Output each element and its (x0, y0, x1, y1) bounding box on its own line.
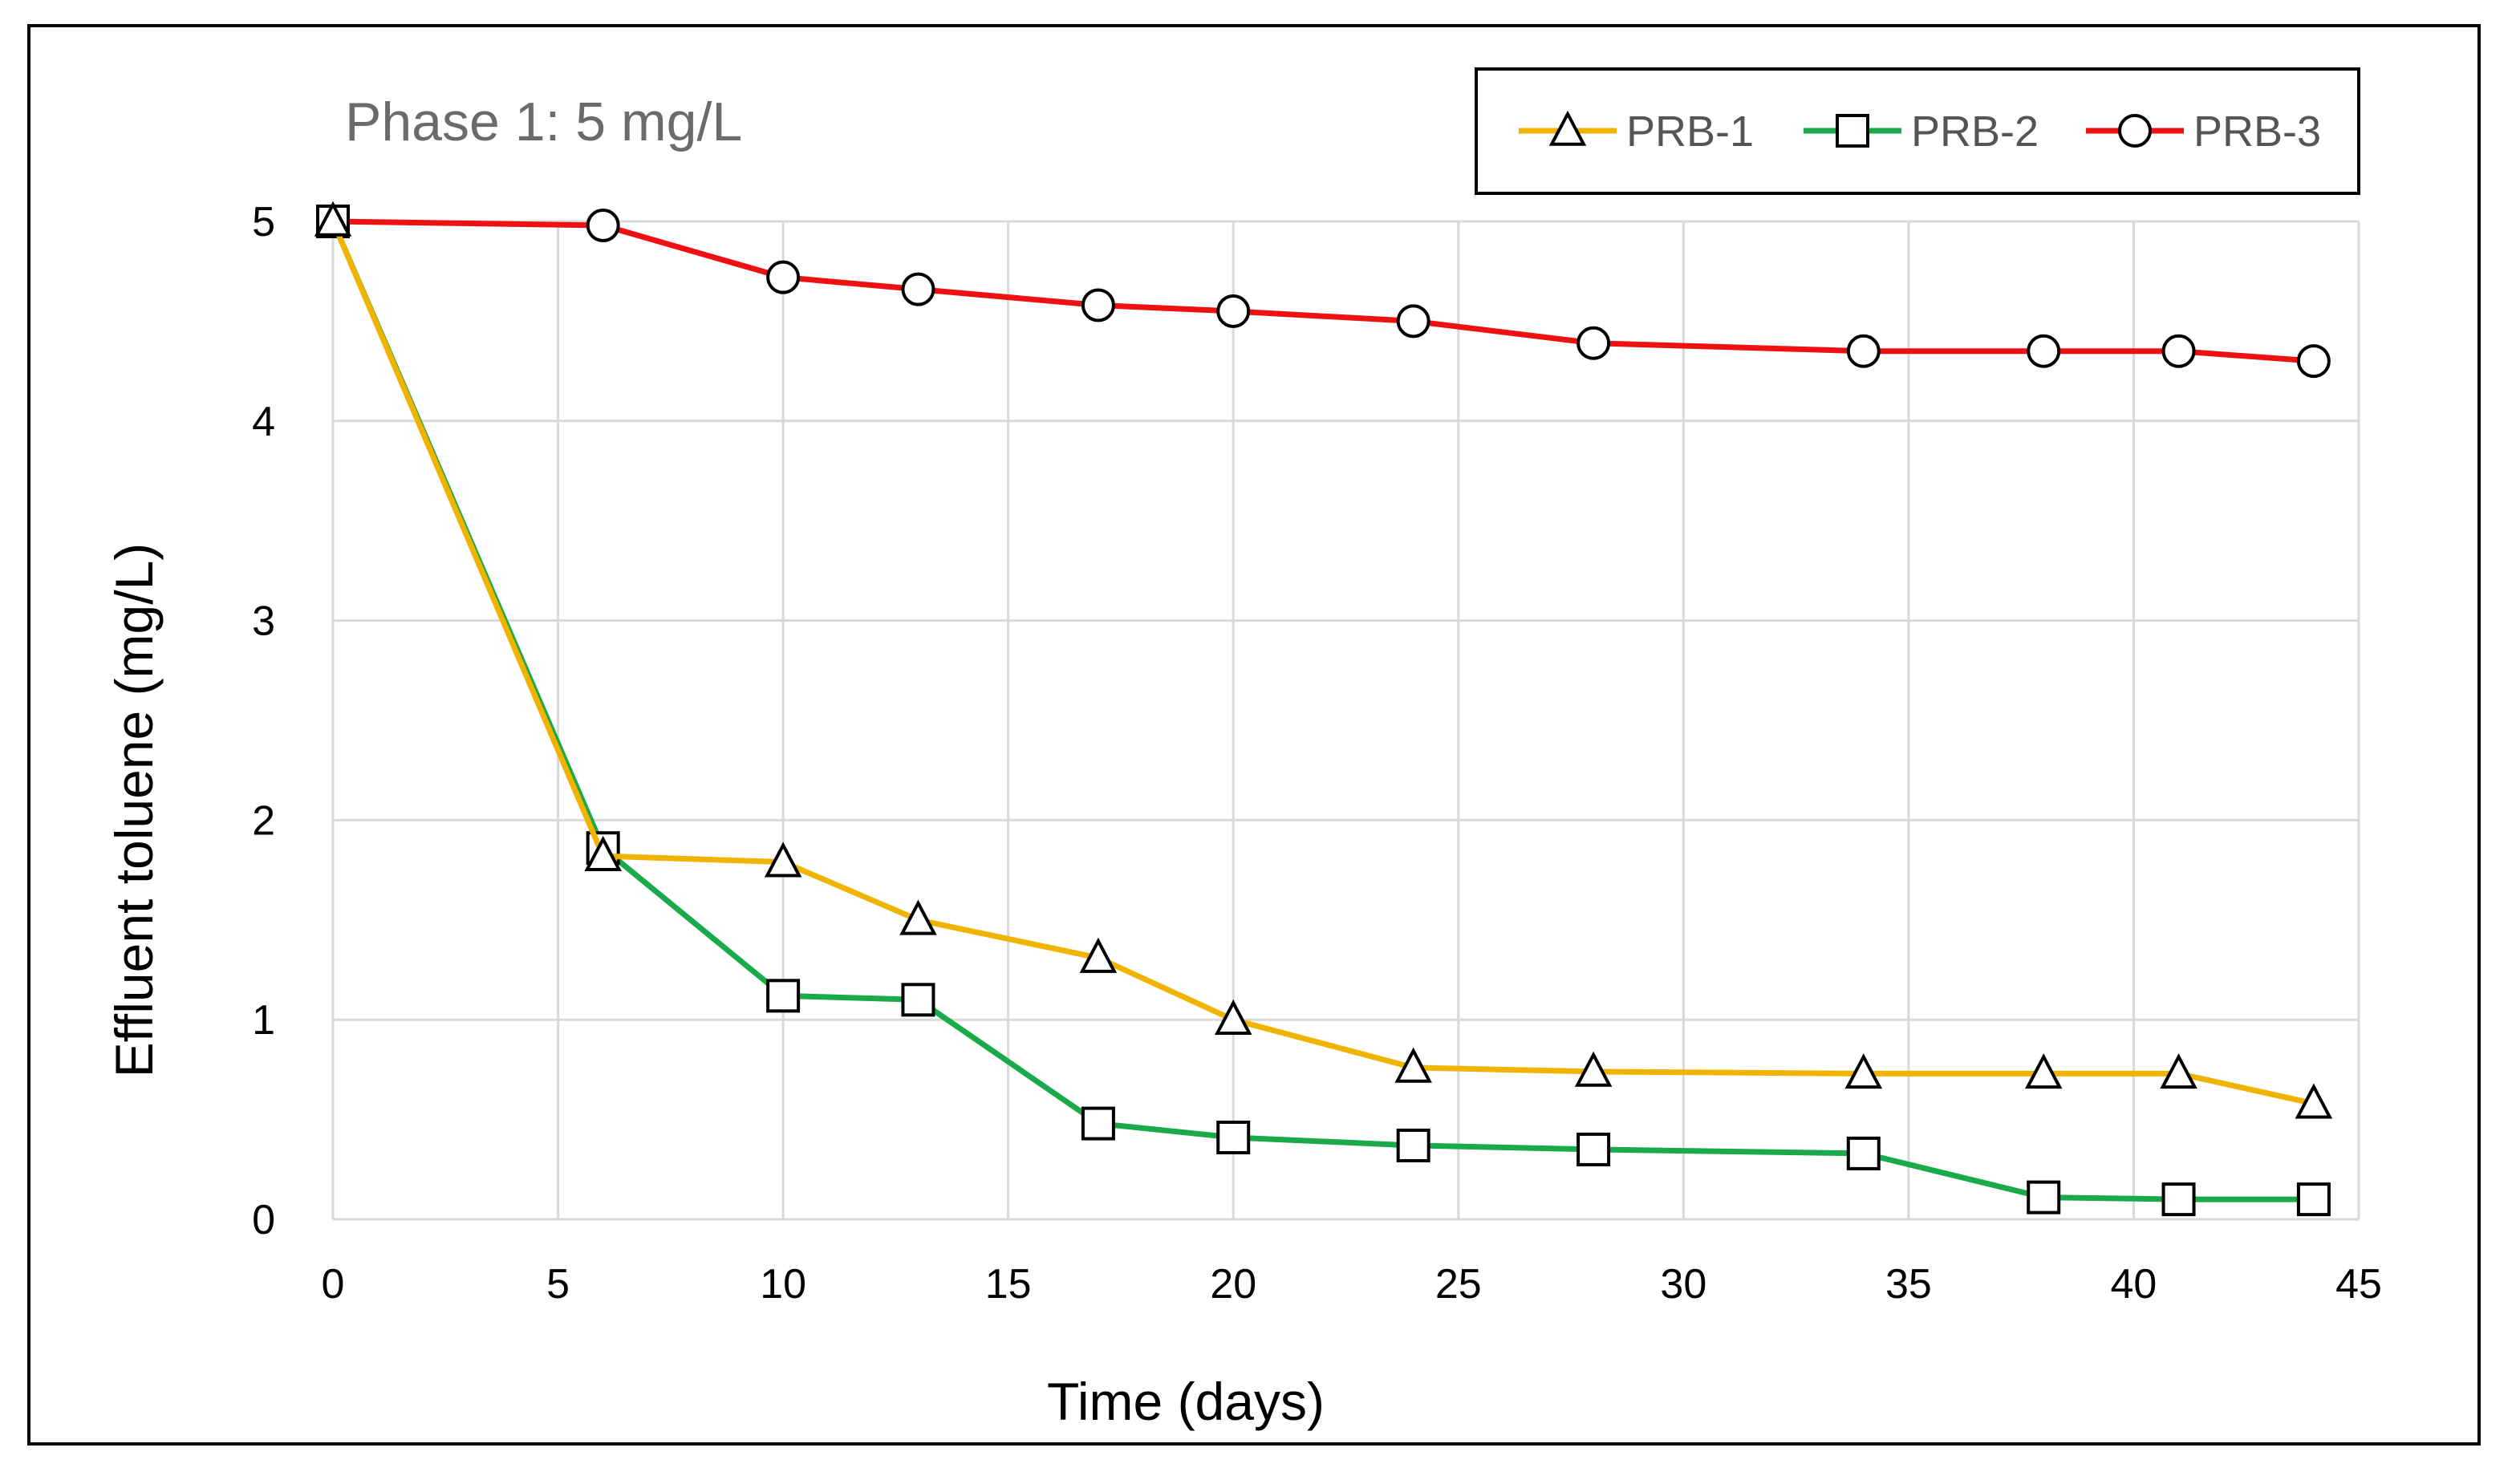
data-point-triangle (1394, 1047, 1432, 1083)
x-tick-label: 25 (1435, 1261, 1482, 1308)
y-tick-label: 0 (252, 1197, 275, 1243)
series-group (314, 201, 2333, 1217)
chart-frame (27, 24, 2481, 1446)
data-point-triangle (2160, 1053, 2197, 1089)
data-point-circle (586, 208, 620, 242)
x-tick-label: 40 (2111, 1261, 2157, 1308)
x-tick-label: 35 (1885, 1261, 1932, 1308)
legend-label: PRB-1 (1626, 107, 1754, 156)
data-point-circle (2027, 334, 2061, 368)
data-point-triangle (584, 835, 622, 871)
legend-label: PRB-3 (2193, 107, 2321, 156)
data-point-circle (1216, 294, 1251, 328)
data-point-triangle (2295, 1083, 2333, 1119)
data-point-square (901, 983, 935, 1017)
data-point-square (1577, 1132, 1611, 1166)
data-point-square (1216, 1120, 1251, 1154)
data-point-circle (2161, 334, 2196, 368)
series-prb-1 (314, 201, 2333, 1119)
legend: PRB-1 PRB-2 PRB-3 (1475, 67, 2360, 195)
data-point-triangle (1844, 1053, 1883, 1089)
x-tick-label: 0 (322, 1261, 345, 1308)
data-point-square (2296, 1182, 2331, 1217)
series-line (332, 218, 2315, 364)
legend-marker-circle (2118, 114, 2152, 148)
x-tick-label: 20 (1210, 1261, 1256, 1308)
data-point-triangle (1214, 999, 1252, 1035)
x-tick-label: 10 (760, 1261, 806, 1308)
y-tick-label: 2 (252, 797, 275, 844)
phase-annotation: Phase 1: 5 mg/L (345, 91, 742, 152)
legend-item-prb-2: PRB-2 (1804, 107, 2039, 156)
y-tick-label: 3 (252, 598, 275, 645)
series-prb-2 (316, 205, 2331, 1217)
x-tick-label: 30 (1660, 1261, 1706, 1308)
data-point-square (1396, 1128, 1430, 1162)
data-point-circle (901, 272, 935, 306)
legend-item-prb-3: PRB-3 (2086, 107, 2321, 156)
y-tick-label: 1 (252, 997, 275, 1044)
legend-item-prb-1: PRB-1 (1519, 107, 1754, 156)
series-prb-3 (316, 205, 2331, 379)
legend-marker-square (1836, 114, 1869, 148)
data-point-circle (1577, 326, 1611, 360)
data-point-triangle (314, 201, 352, 237)
data-point-circle (766, 260, 801, 294)
series-line (330, 220, 2314, 1202)
data-point-circle (1081, 288, 1115, 322)
data-point-triangle (1079, 937, 1118, 973)
data-point-triangle (1574, 1051, 1613, 1087)
legend-marker-triangle (1548, 110, 1587, 146)
y-axis-title: Effluent toluene (mg/L) (104, 543, 164, 1078)
data-point-triangle (899, 899, 937, 935)
data-point-square (2161, 1182, 2196, 1217)
x-tick-label: 15 (985, 1261, 1032, 1308)
legend-label: PRB-2 (1911, 107, 2039, 156)
data-point-square (1846, 1136, 1881, 1170)
y-tick-label: 5 (252, 199, 275, 245)
data-point-square (766, 979, 801, 1013)
data-point-circle (1846, 334, 1881, 368)
x-tick-label: 45 (2335, 1261, 2382, 1308)
x-axis-title: Time (days) (1047, 1372, 1325, 1431)
data-point-circle (2296, 344, 2331, 379)
data-point-square (1081, 1106, 1115, 1141)
data-point-triangle (2024, 1053, 2063, 1089)
data-point-triangle (764, 841, 802, 878)
data-point-circle (1396, 304, 1430, 339)
data-point-square (2027, 1180, 2061, 1214)
series-line (330, 220, 2315, 1107)
y-tick-label: 4 (252, 399, 275, 445)
gridlines (333, 220, 2360, 1219)
x-tick-label: 5 (546, 1261, 570, 1308)
legend-box (1475, 67, 2360, 195)
